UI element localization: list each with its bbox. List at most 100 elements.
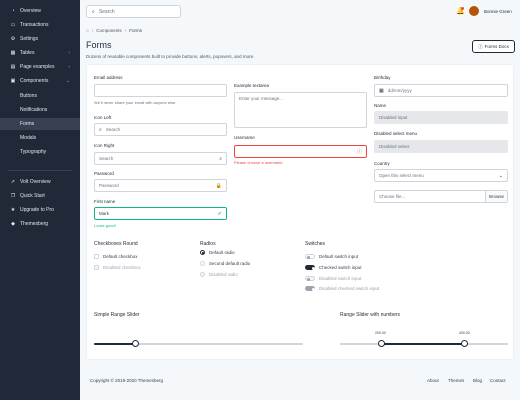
sidebar-subitem-label: Modals: [20, 135, 37, 141]
sidebar-item-transactions[interactable]: ▭ Transactions: [0, 19, 80, 31]
switch-label: Disabled checked switch input: [319, 286, 380, 291]
sidebar-item-quick-start[interactable]: ❐ Quick Start: [0, 190, 80, 202]
bell-icon[interactable]: 🔔: [456, 8, 465, 15]
sidebar-item-volt-overview[interactable]: ➚ Volt Overview: [0, 176, 80, 188]
check-icon: ✔: [217, 210, 222, 217]
password-field[interactable]: Password 🔒: [94, 179, 227, 192]
radio-button[interactable]: [200, 261, 205, 266]
breadcrumb: ⌂ › Components › Forms: [86, 28, 142, 33]
sidebar-item-themesberg[interactable]: ◆ Themesberg: [0, 218, 80, 230]
checked-switch[interactable]: Checked switch input: [305, 265, 362, 270]
username-field[interactable]: ⓘ: [234, 145, 367, 158]
sidebar-item-label: Components: [20, 78, 49, 84]
chevron-down-icon: ⌄: [65, 78, 70, 84]
numbers-range-thumb-max[interactable]: [461, 340, 468, 347]
chevron-right-icon: ›: [68, 64, 70, 70]
sidebar-item-label: Quick Start: [20, 193, 45, 199]
book-icon: ❐: [10, 193, 16, 199]
file-icon: ▤: [10, 64, 16, 70]
forms-docs-button[interactable]: ⓘ Forms Docs: [472, 40, 515, 53]
default-switch[interactable]: Default switch input: [305, 254, 358, 259]
switches-title: Switches: [305, 241, 326, 247]
calendar-icon: ▦: [379, 87, 384, 94]
range-max-value: 400.00: [459, 331, 470, 335]
country-value: Open this select menu: [379, 173, 424, 178]
numbers-range-thumb-min[interactable]: [378, 340, 385, 347]
icon-right-input[interactable]: Search ⌕: [94, 152, 227, 165]
sidebar-subitem-forms[interactable]: Forms: [0, 118, 80, 130]
icon-right-placeholder: Search: [99, 156, 114, 161]
sidebar-item-settings[interactable]: ⚙ Settings: [0, 33, 80, 45]
switch-toggle[interactable]: [305, 254, 315, 259]
sidebar-item-label: Page examples: [20, 64, 55, 70]
numbers-range-fill: [383, 343, 467, 345]
first-name-field[interactable]: Mark ✔: [94, 207, 227, 220]
radio-label: Second default radio: [209, 261, 251, 266]
birthday-label: Birthday: [374, 75, 391, 80]
simple-range-fill: [94, 343, 136, 345]
pie-chart-icon: ◔: [11, 8, 15, 14]
footer-link-contact[interactable]: Contact: [490, 378, 506, 383]
grid-icon: ▣: [10, 78, 16, 84]
forms-docs-label: Forms Docs: [484, 44, 509, 49]
default-radio[interactable]: Default radio: [200, 250, 235, 255]
file-input[interactable]: Choose file... Browse: [374, 190, 508, 203]
disabled-select: Disabled select: [374, 140, 508, 153]
sidebar-item-label: Overview: [20, 8, 41, 14]
credit-card-icon: ▭: [10, 22, 16, 28]
default-checkbox[interactable]: Default checkbox: [94, 254, 138, 259]
sidebar-item-page-examples[interactable]: ▤ Page examples ›: [0, 61, 80, 73]
sidebar-divider: [8, 170, 72, 171]
simple-range-track: [94, 343, 303, 345]
table-icon: ▦: [10, 50, 16, 56]
sidebar-item-label: Tables: [20, 50, 35, 56]
switch-toggle[interactable]: [305, 265, 315, 270]
gear-icon: ⚙: [10, 36, 16, 42]
sidebar-subitem-modals[interactable]: Modals: [0, 132, 80, 144]
sidebar-item-components[interactable]: ▣ Components ⌄: [0, 75, 80, 87]
radio-button[interactable]: [200, 250, 205, 255]
checkbox-label: Disabled checkbox: [103, 265, 141, 270]
disabled-switch: Disabled switch input: [305, 276, 361, 281]
notification-dot: [461, 7, 464, 10]
checkbox-box[interactable]: [94, 254, 99, 259]
checkboxes-title: Checkboxes Round: [94, 241, 138, 247]
birthday-field[interactable]: ▦ dd/mm/yyyy: [374, 84, 508, 97]
birthday-placeholder: dd/mm/yyyy: [387, 88, 412, 93]
footer-link-blog[interactable]: Blog: [473, 378, 483, 383]
sidebar-item-label: Themesberg: [20, 221, 49, 227]
search-input[interactable]: ⌕ Search: [86, 5, 181, 18]
icon-left-placeholder: Search: [105, 127, 121, 132]
breadcrumb-item-components[interactable]: Components: [96, 28, 122, 33]
simple-range-thumb[interactable]: [132, 340, 140, 347]
browse-button[interactable]: Browse: [485, 191, 507, 202]
breadcrumb-separator: ›: [124, 28, 127, 33]
message-textarea[interactable]: Enter your message...: [234, 92, 367, 128]
country-select[interactable]: Open this select menu ⌄: [374, 169, 508, 182]
sidebar-item-tables[interactable]: ▦ Tables ›: [0, 47, 80, 59]
sidebar-item-upgrade-to-pro[interactable]: ★ Upgrade to Pro: [0, 204, 80, 216]
sidebar-subitem-typography[interactable]: Typography: [0, 146, 80, 158]
icon-left-input[interactable]: ⌕ Search: [94, 123, 227, 136]
question-circle-icon: ⓘ: [478, 43, 483, 49]
footer-link-about[interactable]: About: [427, 378, 439, 383]
home-icon[interactable]: ⌂: [86, 28, 89, 33]
sidebar-subitem-buttons[interactable]: Buttons: [0, 90, 80, 102]
rocket-icon: ➚: [10, 179, 16, 185]
radio-label: Default radio: [209, 250, 235, 255]
first-name-label: First name: [94, 199, 116, 204]
file-placeholder: Choose file...: [379, 194, 406, 199]
first-name-valid-text: Looks good!: [94, 223, 116, 228]
disabled-checked-switch: Disabled checked switch input: [305, 286, 379, 291]
sidebar-subitem-label: Forms: [20, 121, 35, 127]
avatar[interactable]: [469, 6, 479, 16]
email-field[interactable]: [94, 84, 227, 97]
breadcrumb-item-forms: Forms: [129, 28, 142, 33]
disabled-radio: Disabled radio: [200, 272, 238, 277]
user-name[interactable]: Bonnie Green: [484, 9, 512, 14]
second-default-radio[interactable]: Second default radio: [200, 261, 250, 266]
footer-link-themes[interactable]: Themes: [448, 378, 465, 383]
sidebar-subitem-notifications[interactable]: Notifications: [0, 104, 80, 116]
switch-toggle: [305, 286, 315, 291]
sidebar-item-overview[interactable]: ◔ Overview: [0, 5, 80, 17]
